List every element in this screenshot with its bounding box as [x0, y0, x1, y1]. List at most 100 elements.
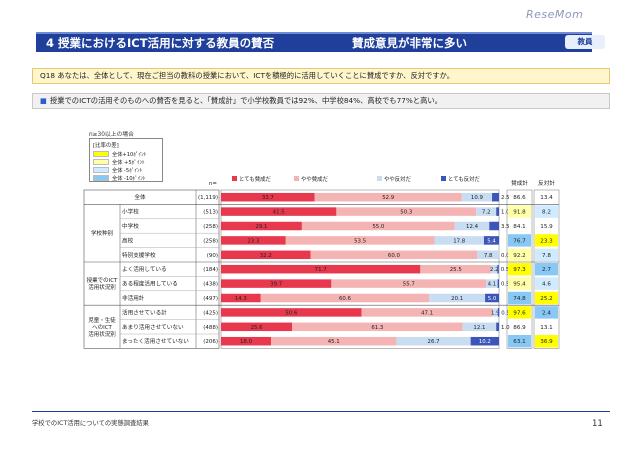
row-n: (206): [203, 339, 218, 345]
disagree-total-value: 2.4: [542, 310, 551, 316]
swatch-minus10: [93, 175, 109, 181]
row-label: まったく活用させていない: [122, 337, 189, 345]
series-legend-swatch: [232, 176, 237, 181]
bar-segment: [361, 308, 493, 317]
difference-legend-label: 全体+10ﾎﾟｲﾝﾄ: [112, 151, 147, 158]
bar-value-label: 1.0: [501, 325, 510, 331]
bar-value-label: 52.9: [382, 195, 395, 201]
bar-value-label: 18.0: [240, 339, 253, 345]
category-badge: 教員: [565, 35, 605, 49]
agree-total-value: 63.1: [513, 339, 526, 345]
bar-value-label: 12.1: [473, 325, 485, 331]
row-n: (438): [203, 282, 218, 288]
row-n: (425): [203, 310, 218, 316]
bar-value-label: 47.1: [421, 310, 433, 316]
row-label: 中学校: [122, 222, 139, 230]
agree-highlight: [508, 277, 531, 290]
bar-segment: [221, 322, 293, 332]
bar-segment: [461, 192, 493, 202]
difference-legend-label: 全体 +5ﾎﾟｲﾝﾄ: [112, 159, 145, 166]
bar-value-label: 25.6: [251, 325, 264, 331]
bar-value-label: 23.3: [247, 238, 259, 244]
bar-value-label: 7.8: [484, 253, 493, 259]
row-label: 特別支援学校: [122, 251, 156, 259]
agree-highlight: [508, 335, 531, 348]
bar-segment: [496, 322, 499, 332]
bar-segment: [260, 293, 430, 303]
row-label: 小学校: [122, 208, 139, 216]
base-note: n≥30以上の場合: [89, 132, 134, 138]
bar-segment: [476, 207, 497, 216]
disagree-total-value: 15.9: [540, 224, 553, 230]
difference-legend-title: [比率の差]: [93, 143, 119, 149]
row-n: (184): [203, 267, 218, 273]
agree-total-value: 86.6: [513, 195, 526, 201]
series-legend-swatch: [294, 176, 299, 181]
bar-value-label: 1.9: [491, 310, 500, 316]
disagree-total-value: 36.9: [540, 339, 553, 345]
header-bar: [36, 32, 592, 52]
bar-value-label: 5.4: [487, 238, 496, 244]
question-box: Q18 あなたは、全体として、現在ご担当の教科の授業において、ICTを積極的に活…: [32, 68, 610, 84]
difference-legend-item: 全体 -10ﾎﾟｲﾝﾄ: [93, 174, 159, 182]
bar-segment: [462, 322, 497, 332]
bar-segment: [314, 192, 462, 202]
summary-bullet-icon: ■: [40, 96, 47, 105]
bar-value-label: 0.5: [501, 310, 510, 316]
row-n: (1,119): [198, 195, 218, 201]
disagree-total-value: 7.8: [542, 253, 551, 259]
bar-value-label: 53.5: [354, 238, 366, 244]
bar-segment: [221, 336, 272, 346]
difference-legend-item: 全体 +5ﾎﾟｲﾝﾄ: [93, 158, 159, 166]
series-legend-label: やや賛成だ: [301, 175, 329, 183]
difference-legend-item: 全体 -5ﾎﾟｲﾝﾄ: [93, 166, 159, 174]
bar-value-label: 2.5: [501, 195, 510, 201]
summary-text: 授業でのICTの活用そのものへの賛否を見ると、「賛成計」で小学校教員では92%、…: [49, 96, 442, 105]
row-label: あまり活用させていない: [122, 323, 184, 331]
bar-segment: [301, 221, 455, 231]
group-label: 児童・生徒へのICT 活用状況別: [88, 316, 116, 338]
bar-value-label: 0.5: [501, 267, 510, 273]
disagree-highlight: [535, 234, 558, 247]
disagree-highlight: [535, 205, 558, 218]
agree-total-value: 86.9: [513, 325, 526, 331]
bar-segment: [396, 336, 471, 346]
series-legend-label: とても反対だ: [448, 175, 481, 183]
disagree-highlight: [535, 291, 558, 305]
swatch-plus5: [93, 159, 109, 165]
disagree-highlight: [535, 248, 558, 261]
bar-value-label: 0.5: [501, 282, 510, 288]
swatch-plus10: [93, 151, 109, 157]
disagree-total-value: 13.1: [540, 325, 553, 331]
bar-value-label: 55.0: [372, 224, 385, 230]
bar-segment: [271, 336, 397, 346]
row-label: 活用させている計: [122, 308, 167, 316]
row-n: (513): [203, 210, 218, 216]
agree-highlight: [508, 205, 531, 218]
series-legend-swatch: [441, 176, 446, 181]
bar-value-label: 14.3: [235, 296, 247, 302]
row-n: (488): [203, 325, 218, 331]
bar-value-label: 60.0: [388, 253, 401, 259]
bar-value-label: 1.0: [501, 210, 510, 216]
bar-value-label: 29.1: [255, 224, 267, 230]
disagree-column-frame: [533, 189, 560, 349]
bar-value-label: 45.1: [328, 339, 340, 345]
bar-segment: [336, 207, 477, 216]
bar-value-label: 12.4: [466, 224, 479, 230]
bar-segment: [477, 250, 499, 260]
bar-segment: [486, 279, 498, 288]
series-legend-swatch: [377, 176, 382, 181]
page-number: 11: [592, 419, 603, 429]
site-logo: ReseMom: [526, 8, 584, 21]
difference-legend: [比率の差] 全体+10ﾎﾟｲﾝﾄ 全体 +5ﾎﾟｲﾝﾄ 全体 -5ﾎﾟｲﾝﾄ …: [89, 138, 163, 182]
bar-segment: [489, 221, 499, 231]
bar-value-label: 4.1: [488, 282, 497, 288]
disagree-highlight: [535, 263, 558, 276]
disagree-total-value: 25.2: [540, 296, 552, 302]
bar-segment: [331, 279, 487, 288]
agree-total-header: 賛成計: [511, 179, 528, 187]
agree-total-value: 97.3: [513, 267, 526, 273]
n-column-header: n=: [209, 181, 217, 187]
